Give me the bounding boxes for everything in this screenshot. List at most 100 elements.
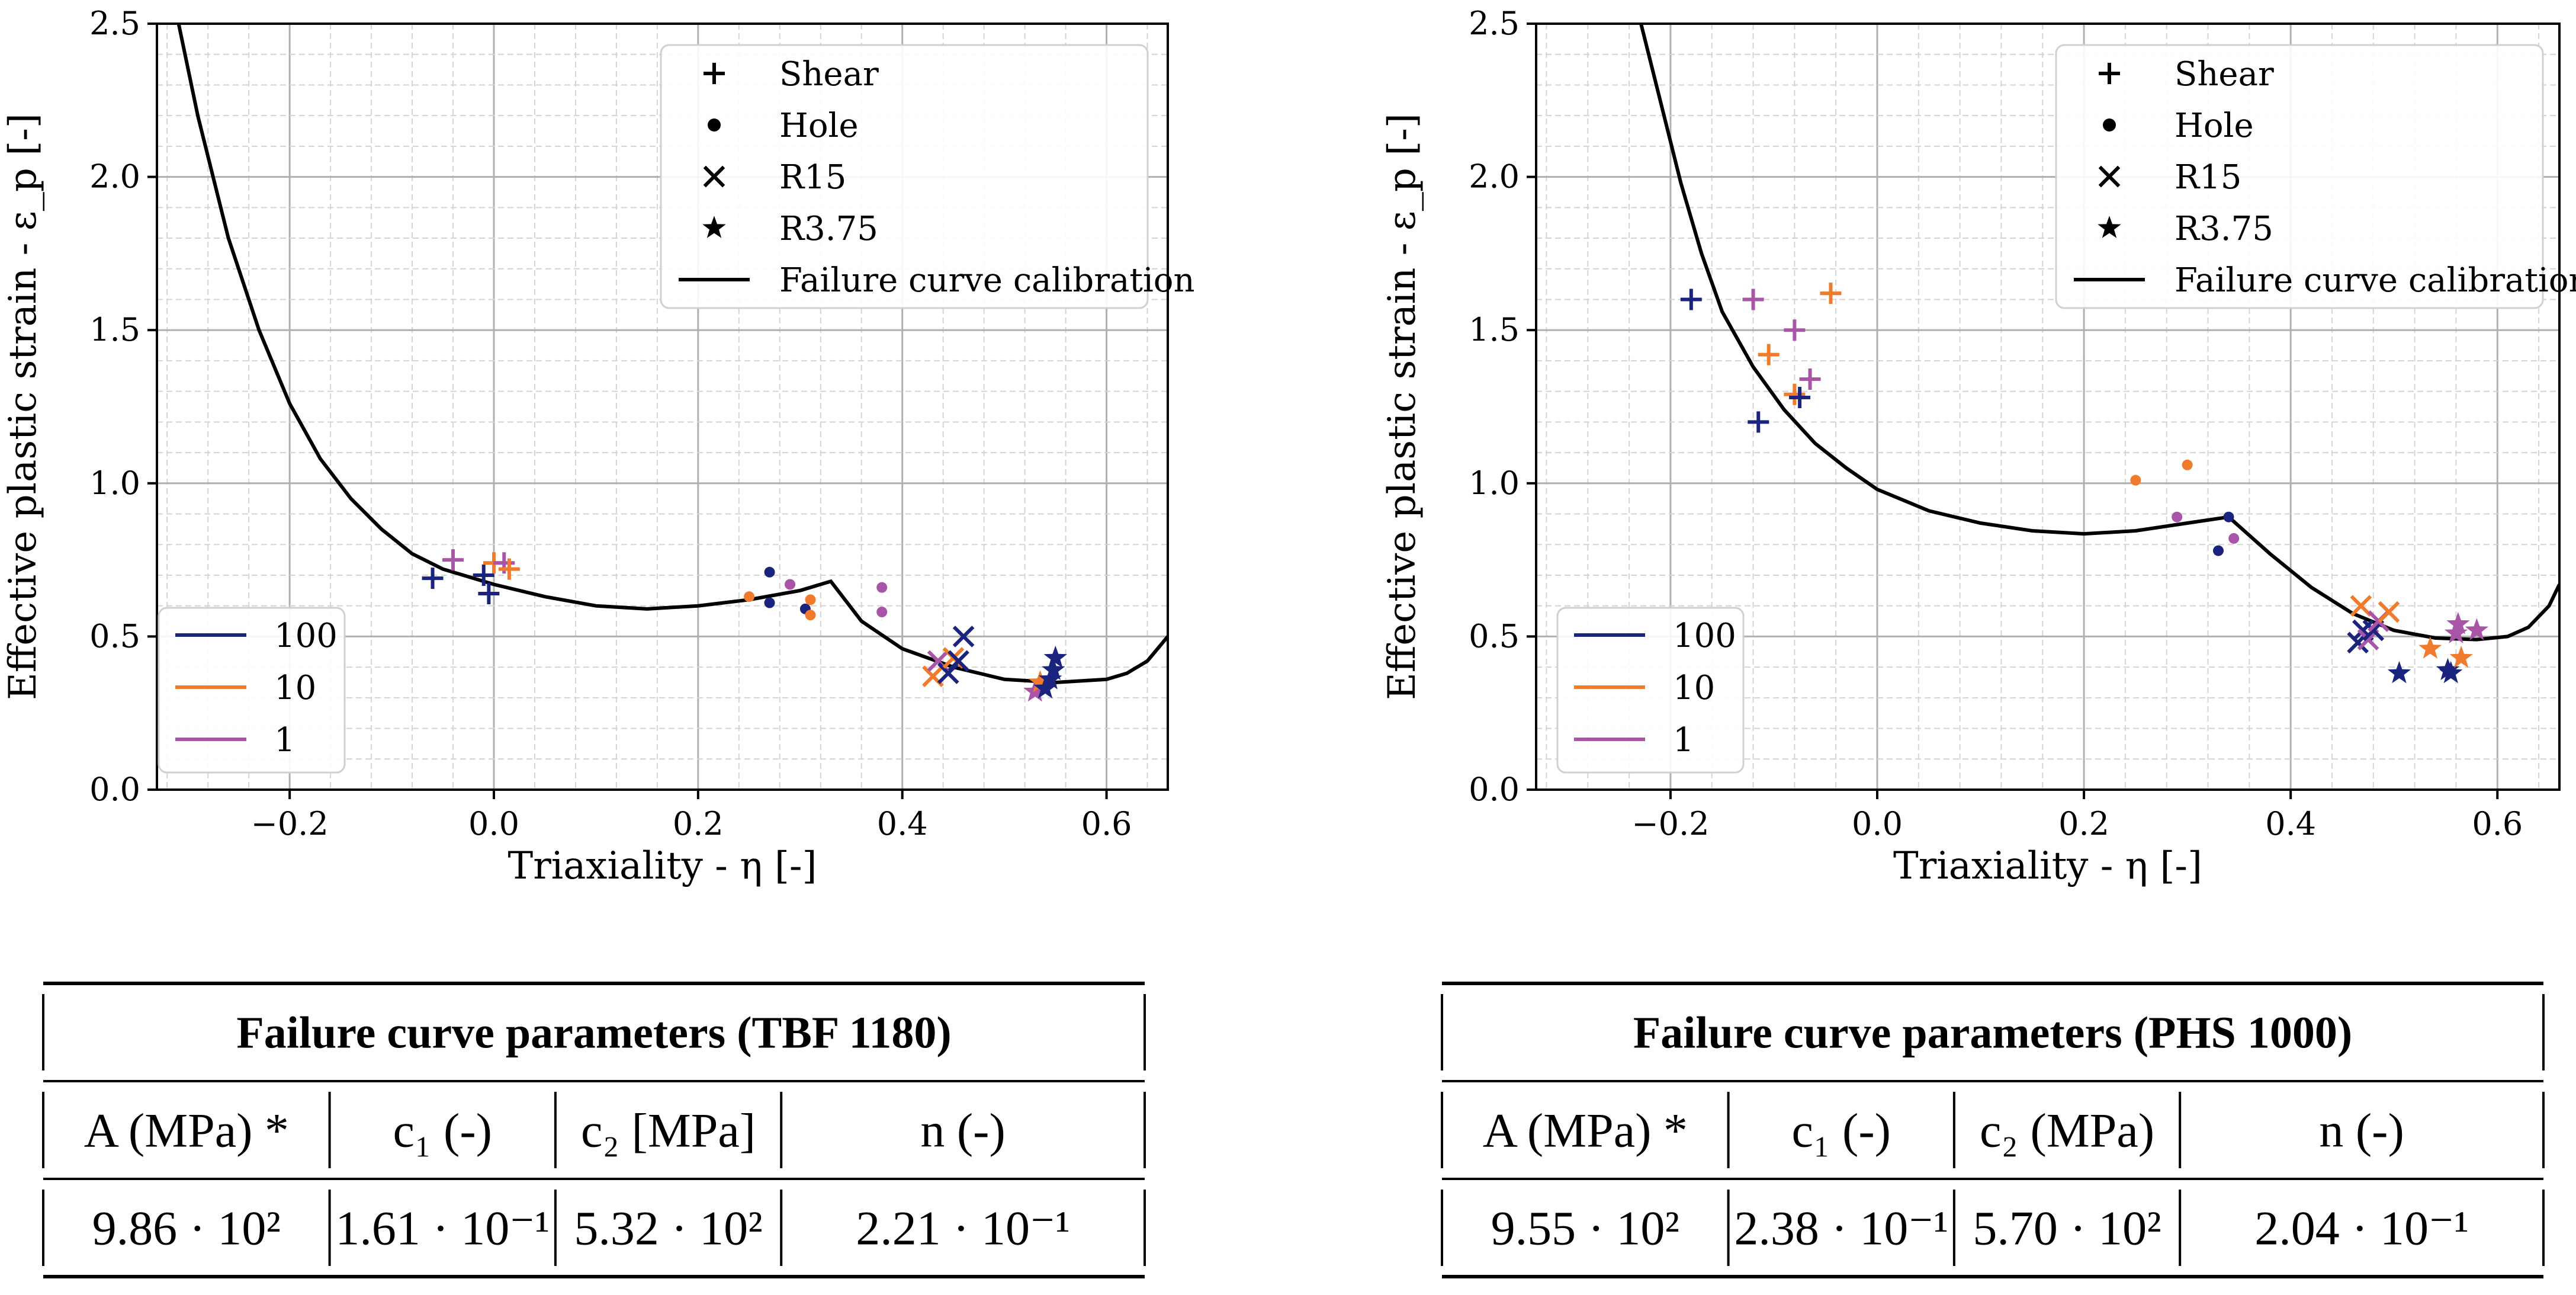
- data-points: [1680, 283, 2489, 684]
- legend-rate-label: 1: [274, 721, 295, 759]
- legend-star-marker: [2098, 216, 2121, 238]
- legend-box: [2055, 44, 2544, 309]
- data-point-x-rate-10: [2378, 601, 2400, 623]
- x-tick-label: 0.6: [1081, 805, 1132, 842]
- table-header-cell: c₁ (-): [393, 1104, 492, 1158]
- legend-entry-label: Hole: [779, 107, 859, 145]
- data-point-star-rate-100: [2387, 661, 2411, 684]
- data-point-star-rate-10: [2449, 645, 2473, 668]
- table-value-cell: 2.38 · 10⁻¹: [1734, 1201, 1948, 1255]
- data-point-plus-rate-100: [478, 582, 500, 604]
- table-value-cell: 2.21 · 10⁻¹: [856, 1201, 1070, 1255]
- legend-entry-label: Failure curve calibration: [779, 261, 1195, 300]
- plot-tbf1180: −0.2 0.0 0.2 0.4 0.6 0.0 0.5 1.0 1.5 2.0 2.5 Triaxi…: [1, 5, 1195, 888]
- legend-entry-label: R15: [779, 158, 846, 197]
- y-tick-label: 1.5: [89, 311, 140, 348]
- data-point-dot-rate-100: [764, 566, 775, 578]
- legend-x-marker: [2098, 165, 2121, 188]
- table-header-cell: c₁ (-): [1792, 1104, 1891, 1158]
- data-point-star-rate-1: [2465, 618, 2489, 640]
- y-tick-label: 2.0: [1469, 158, 1520, 195]
- ticks: −0.2 0.0 0.2 0.4 0.6 0.0 0.5 1.0 1.5 2.0 2.5: [89, 5, 1132, 842]
- legend-rate-label: 10: [1673, 669, 1715, 707]
- table-header-cell: c₂ [MPa]: [581, 1104, 756, 1158]
- legend-rates: 100 10 1: [158, 607, 346, 774]
- x-tick-label: 0.4: [877, 805, 928, 842]
- legend-rate-label: 100: [274, 617, 338, 655]
- table-value-cell: 2.04 · 10⁻¹: [2254, 1201, 2469, 1255]
- data-point-dot-rate-100: [764, 597, 775, 608]
- data-point-plus-rate-10: [1820, 283, 1842, 304]
- legend-plus-marker: [704, 63, 725, 84]
- data-point-star-rate-100: [1039, 667, 1062, 690]
- legend-star-marker: [702, 216, 726, 238]
- table-value-cell: 1.61 · 10⁻¹: [335, 1201, 550, 1255]
- table-phs1000: Failure curve parameters (PHS 1000) A (MP…: [1441, 982, 2545, 1278]
- table-value-cell: 9.55 · 10²: [1491, 1201, 1679, 1255]
- failure-curve-line: [1639, 24, 2559, 642]
- legend-markers: Shear Hole R15 R3.75 Failure curve calibrati…: [660, 44, 1195, 309]
- x-tick-label: 0.2: [2058, 805, 2109, 842]
- data-point-dot-rate-1: [876, 582, 888, 593]
- y-tick-label: 0.0: [89, 771, 140, 808]
- data-point-star-rate-100: [2436, 658, 2460, 680]
- data-point-dot-rate-10: [744, 591, 755, 602]
- y-tick-label: 1.0: [1469, 464, 1520, 502]
- data-point-star-rate-10: [2418, 636, 2442, 659]
- data-point-plus-rate-100: [1680, 289, 1702, 310]
- legend-dot-marker: [708, 118, 721, 132]
- table-header-cell: A (MPa) *: [1483, 1104, 1688, 1158]
- data-point-star-rate-100: [2439, 661, 2463, 684]
- legend-entry-label: Failure curve calibration: [2174, 261, 2576, 300]
- x-tick-label: −0.2: [251, 805, 329, 842]
- data-point-star-rate-1: [2444, 621, 2468, 643]
- data-points: [422, 549, 1067, 702]
- data-point-dot-rate-10: [2130, 475, 2141, 486]
- data-point-plus-rate-1: [1799, 368, 1821, 390]
- grid: [157, 24, 1168, 790]
- y-tick-label: 2.0: [89, 158, 140, 195]
- data-point-star-rate-1: [2446, 612, 2470, 634]
- data-point-plus-rate-100: [1748, 411, 1769, 433]
- data-point-dot-rate-100: [2223, 511, 2234, 523]
- plot-frame: [156, 23, 1169, 791]
- table-header-cell: c₂ (MPa): [1980, 1104, 2154, 1158]
- y-tick-label: 0.5: [89, 617, 140, 655]
- table-header-cell: n (-): [920, 1104, 1005, 1158]
- x-axis-label: Triaxiality - η [-]: [508, 844, 817, 888]
- data-point-plus-rate-10: [1758, 344, 1780, 366]
- data-point-star-rate-100: [1043, 645, 1067, 668]
- table-header-cell: A (MPa) *: [84, 1104, 289, 1158]
- legend-entry-label: Hole: [2174, 107, 2254, 145]
- data-point-plus-rate-10: [498, 558, 520, 580]
- data-point-dot-rate-1: [876, 607, 888, 618]
- data-point-star-rate-100: [1042, 658, 1065, 680]
- data-point-plus-rate-1: [1784, 319, 1806, 341]
- data-point-plus-rate-1: [1742, 289, 1764, 310]
- plot-phs1000: −0.2 0.0 0.2 0.4 0.6 0.0 0.5 1.0 1.5 2.0 2.5 Triaxi…: [1380, 5, 2576, 888]
- table-value-cell: 9.86 · 10²: [92, 1201, 281, 1255]
- table-value-cell: 5.70 · 10²: [1973, 1201, 2161, 1255]
- data-point-dot-rate-1: [785, 579, 796, 590]
- legend-box: [660, 44, 1149, 309]
- data-point-plus-rate-100: [422, 568, 444, 589]
- legend-entry-label: Shear: [779, 55, 879, 94]
- data-point-plus-rate-1: [442, 549, 464, 571]
- legend-rate-label: 100: [1673, 617, 1736, 655]
- x-axis-label: Triaxiality - η [-]: [1893, 844, 2202, 888]
- plot-frame: [1535, 23, 2561, 791]
- y-tick-label: 0.0: [1469, 771, 1520, 808]
- legend-rate-label: 1: [1673, 721, 1694, 759]
- data-point-x-rate-10: [2350, 595, 2372, 617]
- legend-box: [158, 607, 346, 774]
- data-point-dot-rate-10: [2182, 459, 2193, 470]
- y-tick-label: 1.0: [89, 464, 140, 502]
- data-point-plus-rate-10: [1784, 383, 1806, 405]
- y-tick-label: 1.5: [1469, 311, 1520, 348]
- failure-curve-line: [176, 24, 1168, 685]
- data-point-dot-rate-100: [2213, 545, 2224, 556]
- legend-plus-marker: [2099, 63, 2120, 84]
- y-tick-label: 2.5: [1469, 5, 1520, 42]
- data-point-dot-rate-10: [805, 594, 816, 605]
